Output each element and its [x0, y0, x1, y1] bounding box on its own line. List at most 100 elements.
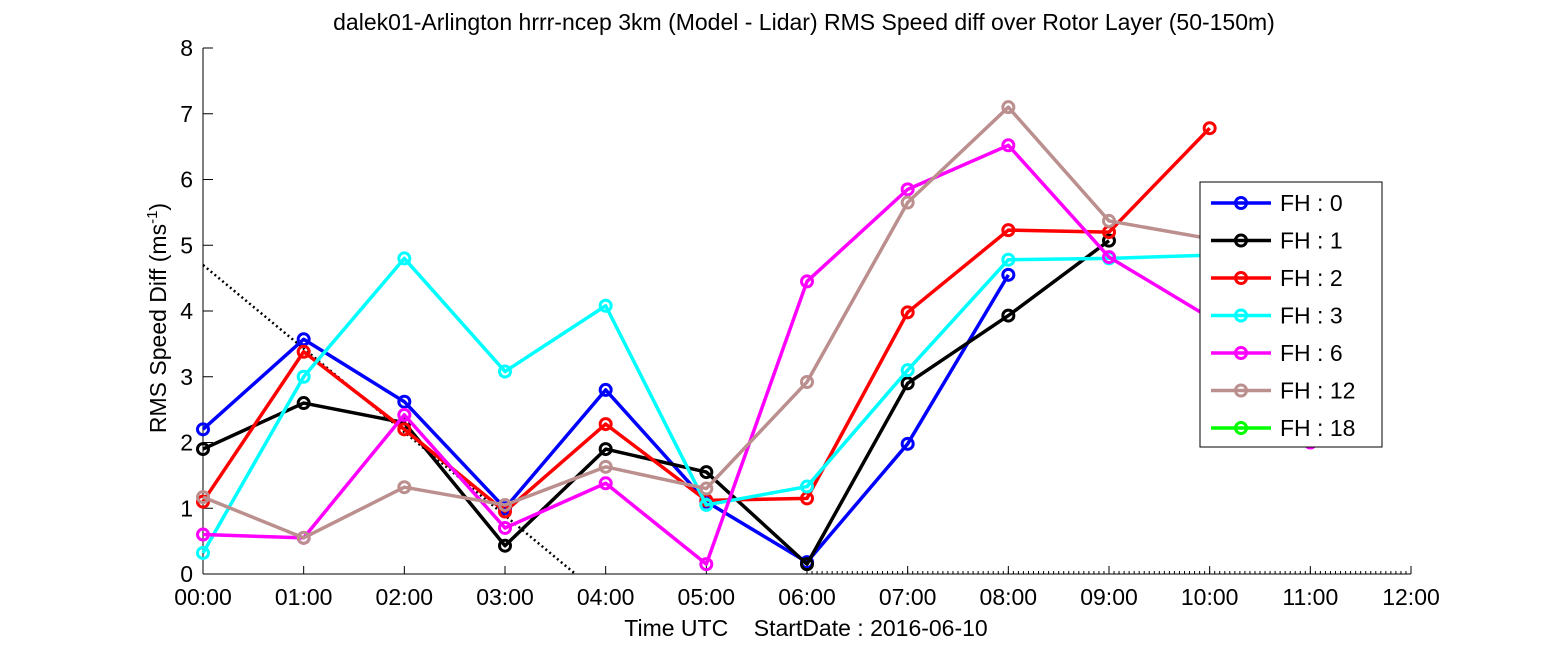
data-point — [196, 527, 210, 542]
x-tick-label: 05:00 — [678, 584, 736, 610]
x-tick-label: 02:00 — [376, 584, 434, 610]
data-point — [1001, 252, 1016, 267]
data-point — [296, 344, 311, 359]
legend-label: FH : 2 — [1280, 265, 1343, 291]
y-tick-label: 2 — [180, 430, 193, 456]
data-point — [1102, 250, 1116, 265]
data-point — [900, 305, 915, 320]
data-point — [397, 407, 412, 422]
data-point — [296, 396, 311, 411]
y-axis-label-end: ) — [145, 203, 171, 211]
data-point — [498, 538, 512, 553]
series-line-0 — [201, 273, 1010, 564]
data-point — [1202, 121, 1217, 136]
data-point — [498, 520, 512, 535]
x-tick-label: 04:00 — [577, 584, 635, 610]
data-point — [900, 376, 915, 391]
x-tick-label: 01:00 — [275, 584, 333, 610]
x-tick-label: 09:00 — [1080, 584, 1138, 610]
data-point — [397, 480, 412, 495]
y-axis-ticks: 0 1 2 3 4 5 6 7 8 — [180, 35, 213, 587]
y-tick-label: 0 — [180, 561, 193, 587]
data-point — [699, 465, 714, 480]
data-point — [397, 422, 412, 437]
data-point — [800, 274, 814, 289]
y-axis-label: RMS Speed Diff (ms-1) — [144, 203, 171, 433]
y-tick-label: 6 — [180, 167, 193, 193]
legend-label: FH : 1 — [1280, 228, 1343, 254]
data-point — [900, 182, 915, 197]
data-point — [397, 251, 412, 266]
data-point — [800, 479, 814, 494]
data-point — [1102, 233, 1116, 248]
data-point — [699, 497, 714, 512]
legend-label: FH : 18 — [1280, 415, 1355, 441]
data-point — [1001, 223, 1016, 238]
data-point — [196, 494, 210, 509]
data-point — [196, 490, 210, 505]
data-point — [196, 422, 210, 437]
series-line-3 — [201, 253, 1210, 554]
x-tick-label: 07:00 — [879, 584, 937, 610]
legend-label: FH : 12 — [1280, 378, 1355, 404]
x-tick-label: 12:00 — [1382, 584, 1440, 610]
legend-marker — [1234, 271, 1248, 285]
data-point — [800, 557, 814, 572]
data-point — [296, 369, 311, 384]
x-tick-label: 10:00 — [1181, 584, 1239, 610]
y-axis-label-superscript: -1 — [144, 211, 161, 224]
data-point — [498, 497, 512, 512]
data-point — [196, 442, 210, 457]
data-point — [1102, 213, 1116, 228]
y-tick-label: 7 — [180, 101, 193, 127]
x-axis-label: Time UTC StartDate : 2016-06-10 — [624, 615, 987, 641]
series-line-5 — [202, 105, 1210, 540]
data-point — [1001, 138, 1016, 153]
data-point — [598, 442, 613, 457]
data-point — [397, 394, 412, 409]
y-tick-label: 8 — [180, 35, 193, 61]
chart-title: dalek01-Arlington hrrr-ncep 3km (Model -… — [333, 9, 1275, 35]
x-tick-label: 08:00 — [980, 584, 1038, 610]
legend: FH : 0 FH : 1 FH : 2 FH : 3 FH : 6 FH : 12 FH … — [1199, 181, 1383, 448]
data-point — [900, 195, 915, 210]
legend-marker — [1234, 196, 1248, 210]
x-tick-label: 11:00 — [1282, 584, 1338, 610]
data-point — [598, 298, 613, 313]
data-point — [900, 363, 915, 378]
series-layer — [196, 100, 1318, 575]
data-point — [699, 481, 714, 496]
y-tick-label: 5 — [180, 232, 193, 258]
data-point — [598, 459, 613, 474]
y-axis-label-main: RMS Speed Diff (ms — [145, 224, 171, 433]
x-tick-label: 03:00 — [476, 584, 534, 610]
data-point — [800, 375, 814, 390]
data-point — [598, 476, 613, 491]
legend-label: FH : 0 — [1280, 190, 1343, 216]
data-point — [699, 557, 714, 572]
data-point — [1001, 100, 1016, 115]
data-point — [196, 545, 210, 560]
series-line-4 — [202, 143, 1312, 566]
data-point — [1001, 267, 1016, 282]
data-point — [900, 436, 915, 451]
data-point — [598, 417, 613, 432]
legend-marker — [1234, 308, 1248, 323]
legend-marker — [1234, 421, 1248, 435]
x-axis-ticks: 00:00 01:00 02:00 03:00 04:00 05:00 06:00 07:00… — [174, 566, 1440, 610]
legend-marker — [1234, 233, 1248, 248]
legend-label: FH : 3 — [1280, 303, 1343, 329]
legend-marker — [1234, 383, 1248, 398]
y-tick-label: 1 — [180, 495, 193, 521]
x-tick-label: 06:00 — [778, 584, 836, 610]
data-point — [296, 530, 311, 545]
y-tick-label: 4 — [180, 298, 193, 324]
y-tick-label: 3 — [180, 364, 193, 390]
data-point — [498, 364, 512, 379]
legend-marker — [1234, 346, 1248, 360]
x-tick-label: 00:00 — [174, 584, 232, 610]
legend-label: FH : 6 — [1280, 340, 1343, 366]
data-point — [1001, 308, 1016, 323]
data-point — [598, 382, 613, 397]
